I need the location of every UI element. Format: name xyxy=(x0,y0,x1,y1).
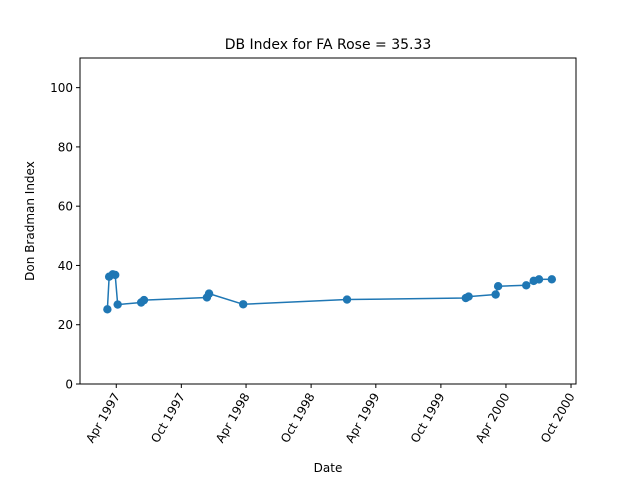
data-point xyxy=(464,292,473,301)
x-axis: Apr 1997 Oct 1997 Apr 1998 Oct 1998 Apr 1999… xyxy=(83,384,578,446)
data-point xyxy=(491,290,500,299)
y-tick-label: 80 xyxy=(58,140,73,154)
y-tick-label: 60 xyxy=(58,200,73,214)
chart-title: DB Index for FA Rose = 35.33 xyxy=(225,37,432,53)
x-tick-label: Oct 1999 xyxy=(408,391,448,446)
series-layer xyxy=(103,270,557,314)
x-axis-label: Date xyxy=(314,461,343,475)
data-point xyxy=(111,270,120,280)
y-tick-label: 0 xyxy=(65,378,73,392)
plot-area xyxy=(80,58,576,384)
x-tick-label: Apr 1997 xyxy=(83,391,123,446)
data-point xyxy=(534,275,544,284)
data-point xyxy=(113,300,122,309)
data-point xyxy=(547,275,557,284)
data-point xyxy=(139,295,149,305)
x-tick-label: Oct 1997 xyxy=(148,391,188,446)
y-tick-label: 100 xyxy=(50,81,73,95)
plot-background xyxy=(80,58,576,384)
x-tick-label: Apr 2000 xyxy=(473,391,513,446)
data-point xyxy=(342,295,352,304)
x-tick-label: Apr 1999 xyxy=(343,391,383,446)
x-tick-label: Apr 1998 xyxy=(213,391,253,446)
y-axis-label: Don Bradman Index xyxy=(23,161,37,281)
data-point xyxy=(204,289,214,298)
data-point xyxy=(493,282,503,291)
y-axis: 0 20 40 60 80 100 xyxy=(50,81,80,392)
x-tick-label: Oct 2000 xyxy=(538,391,578,446)
x-tick-label: Oct 1998 xyxy=(278,391,318,446)
y-tick-label: 40 xyxy=(58,259,73,273)
y-tick-label: 20 xyxy=(58,318,73,332)
data-point xyxy=(103,305,112,314)
data-point xyxy=(239,300,248,309)
plot-frame xyxy=(79,57,577,385)
data-point xyxy=(522,281,531,290)
